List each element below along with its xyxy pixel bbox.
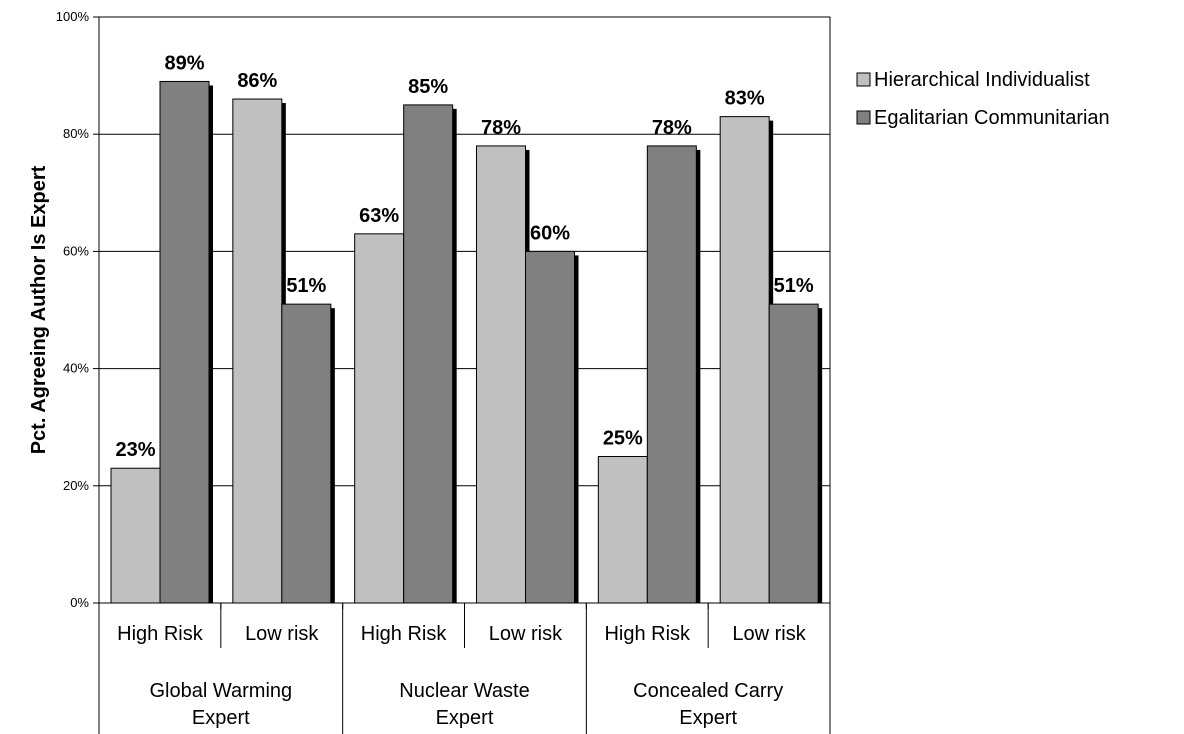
data-label: 25%	[603, 428, 643, 450]
y-tick-label: 20%	[63, 478, 89, 493]
group-label-second-line: Expert	[436, 707, 494, 729]
bar-egalitarian-communitarian	[403, 104, 454, 604]
data-label: 86%	[237, 70, 277, 92]
data-label: 78%	[652, 117, 692, 139]
data-label: 85%	[408, 76, 448, 98]
bar-hierarchical-individualist	[232, 98, 283, 604]
data-label: 23%	[115, 439, 155, 461]
bar-hierarchical-individualist	[597, 456, 648, 604]
group-label: Concealed Carry	[633, 680, 783, 702]
bar-hierarchical-individualist	[110, 467, 161, 604]
bar-egalitarian-communitarian	[281, 303, 332, 604]
y-tick-label: 100%	[56, 9, 90, 24]
y-tick-label: 60%	[63, 243, 89, 258]
bar-egalitarian-communitarian	[646, 145, 697, 604]
y-axis: 0% 20% 40% 60% 80% 100%	[56, 9, 99, 610]
legend-entry: Egalitarian Communitarian	[874, 107, 1110, 129]
gridlines	[99, 133, 830, 487]
bars	[110, 80, 823, 604]
group-label: Global Warming	[150, 680, 293, 702]
group-label-second-line: Expert	[679, 707, 737, 729]
y-tick-label: 80%	[63, 126, 89, 141]
data-labels: 23% 86% 63% 78% 25% 83% 89% 51% 85% 60% 78% 51%	[115, 52, 813, 461]
legend: Hierarchical Individualist Egalitarian Co…	[856, 69, 1110, 129]
x-category-label: Low risk	[489, 623, 563, 645]
data-label: 51%	[774, 275, 814, 297]
bar-egalitarian-communitarian	[525, 250, 575, 604]
data-label: 51%	[286, 275, 326, 297]
data-label: 63%	[359, 205, 399, 227]
x-category-label: High Risk	[117, 623, 204, 645]
data-label: 89%	[164, 52, 204, 74]
x-axis: High Risk Low risk High Risk Low risk High R…	[98, 603, 831, 734]
legend-swatch	[856, 72, 871, 87]
bar-hierarchical-individualist	[719, 116, 770, 604]
y-tick-label: 40%	[63, 361, 89, 376]
legend-entry: Hierarchical Individualist	[874, 69, 1090, 91]
group-label-second-line: Expert	[192, 707, 250, 729]
data-label: 78%	[481, 117, 521, 139]
data-label: 60%	[530, 222, 570, 244]
x-category-label: Low risk	[732, 623, 806, 645]
bar-hierarchical-individualist	[354, 233, 405, 604]
bar-hierarchical-individualist	[476, 145, 526, 604]
legend-swatch	[856, 110, 871, 125]
bar-egalitarian-communitarian	[768, 303, 819, 604]
x-category-label: High Risk	[604, 623, 691, 645]
group-label: Nuclear Waste	[399, 680, 529, 702]
x-category-label: High Risk	[361, 623, 448, 645]
y-axis-label: Pct. Agreeing Author Is Expert	[28, 165, 50, 454]
x-category-label: Low risk	[245, 623, 319, 645]
bar-egalitarian-communitarian	[159, 80, 210, 604]
data-label: 83%	[725, 88, 765, 110]
y-tick-label: 0%	[70, 595, 89, 610]
